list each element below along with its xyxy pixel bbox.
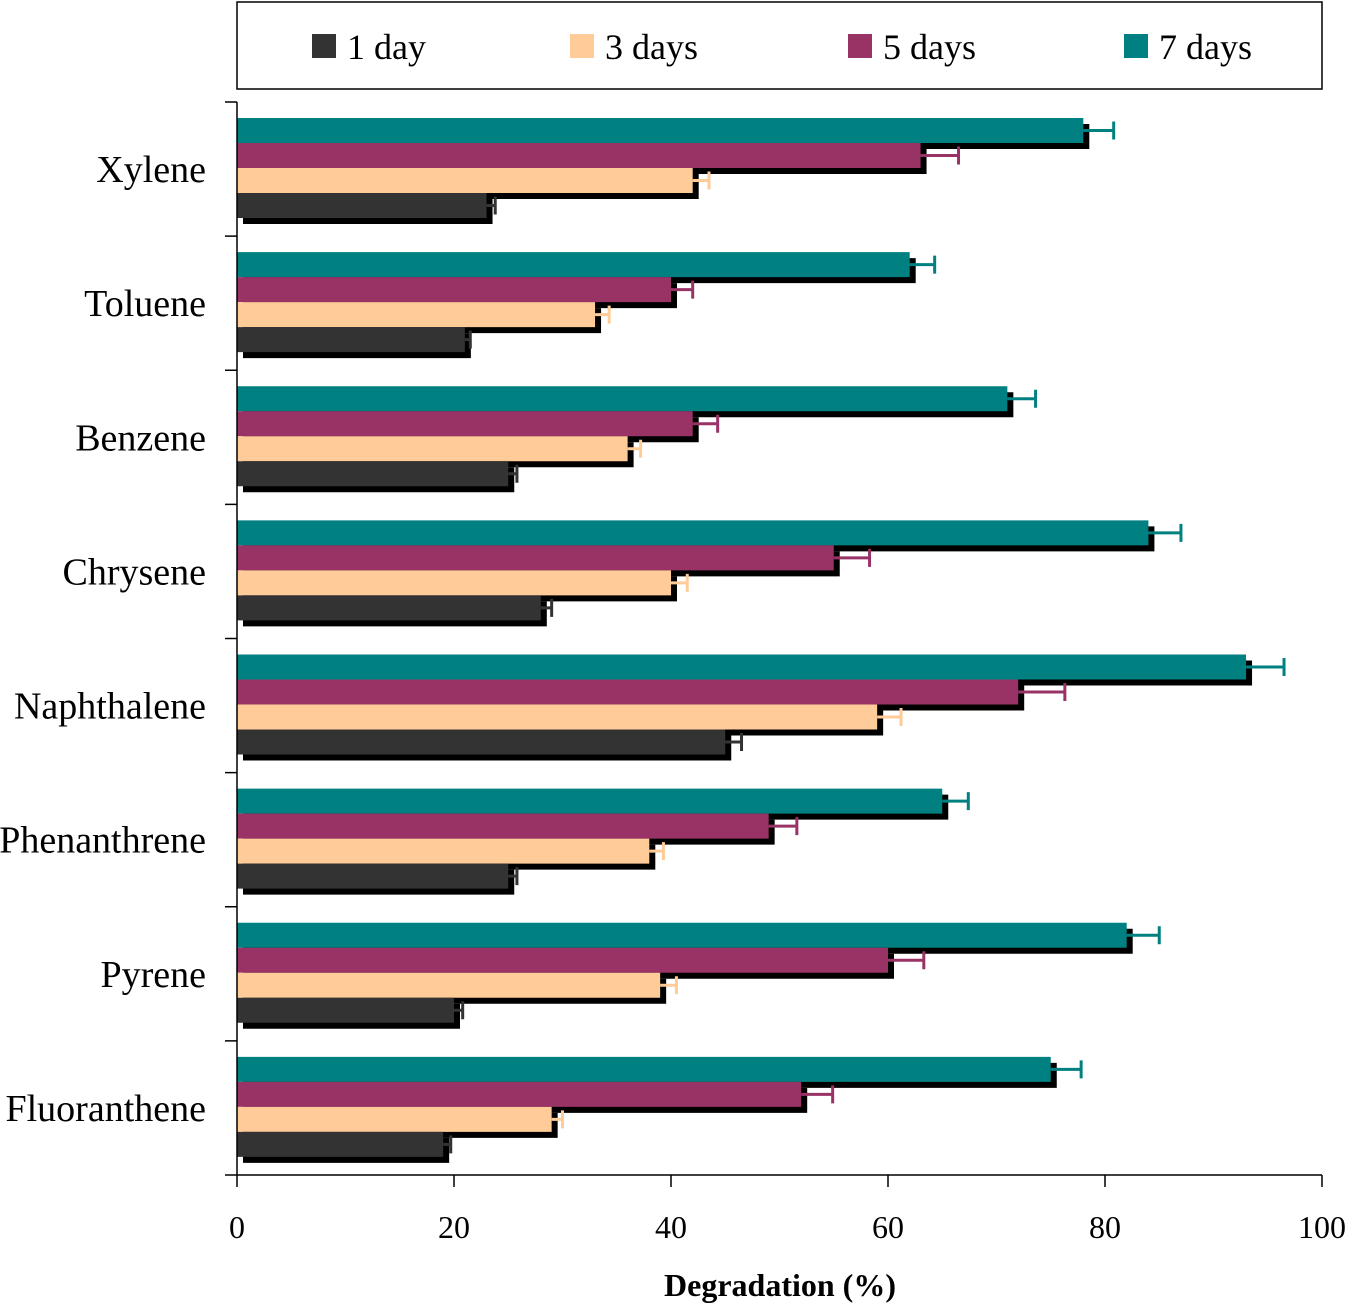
bar-phenanthrene-5-days (237, 813, 769, 839)
bar-xylene-7-days (237, 118, 1084, 143)
bar-xylene-1-day (237, 193, 487, 218)
bar-pyrene-1-day (237, 997, 454, 1023)
bar-toluene-1-day (237, 327, 465, 353)
bar-benzene-1-day (237, 461, 509, 487)
x-tick-label-0: 0 (229, 1209, 245, 1245)
legend-label-1-day: 1 day (347, 27, 426, 67)
x-tick-label-20: 20 (438, 1209, 470, 1245)
legend-label-7-days: 7 days (1159, 27, 1252, 67)
x-tick-label-60: 60 (872, 1209, 904, 1245)
bar-pyrene-3-days (237, 972, 661, 998)
category-label-pyrene: Pyrene (100, 954, 206, 996)
bar-pyrene-5-days (237, 947, 888, 973)
bar-chrysene-7-days (237, 520, 1149, 546)
category-label-phenanthrene: Phenanthrene (0, 820, 206, 862)
bar-naphthalene-3-days (237, 704, 878, 730)
category-label-fluoranthene: Fluoranthene (5, 1088, 206, 1130)
category-label-naphthalene: Naphthalene (14, 686, 206, 728)
bar-naphthalene-5-days (237, 679, 1019, 705)
legend-label-3-days: 3 days (605, 27, 698, 67)
bar-benzene-5-days (237, 411, 693, 437)
bar-toluene-7-days (237, 252, 910, 278)
bar-phenanthrene-1-day (237, 863, 509, 889)
bar-toluene-3-days (237, 302, 596, 328)
bar-chrysene-5-days (237, 545, 834, 571)
bar-naphthalene-1-day (237, 729, 726, 755)
bar-benzene-7-days (237, 386, 1008, 412)
bar-xylene-5-days (237, 143, 921, 168)
bar-fluoranthene-3-days (237, 1106, 552, 1132)
x-tick-label-40: 40 (655, 1209, 687, 1245)
x-tick-label-80: 80 (1089, 1209, 1121, 1245)
bar-naphthalene-7-days (237, 654, 1247, 680)
category-label-xylene: Xylene (96, 149, 206, 191)
bars-group (237, 118, 1286, 1163)
legend: 1 day 3 days 5 days 7 days (236, 1, 1323, 90)
bar-phenanthrene-7-days (237, 788, 943, 814)
bar-fluoranthene-5-days (237, 1081, 802, 1107)
x-axis-title: Degradation (%) (664, 1267, 896, 1303)
bar-toluene-5-days (237, 277, 671, 303)
legend-swatch-3-days (570, 34, 594, 58)
legend-swatch-1-day (312, 34, 336, 58)
bar-chrysene-1-day (237, 595, 541, 621)
legend-label-5-days: 5 days (883, 27, 976, 67)
category-label-chrysene: Chrysene (62, 551, 206, 593)
bar-pyrene-7-days (237, 922, 1127, 948)
axes-group: Xylene Toluene Benzene Chrysene Naphthalene P… (0, 101, 1346, 1245)
bar-phenanthrene-3-days (237, 838, 650, 864)
bar-fluoranthene-7-days (237, 1056, 1051, 1082)
category-label-toluene: Toluene (84, 283, 206, 325)
category-label-benzene: Benzene (75, 417, 206, 459)
legend-swatch-7-days (1124, 34, 1148, 58)
x-tick-label-100: 100 (1298, 1209, 1346, 1245)
legend-swatch-5-days (848, 34, 872, 58)
bar-fluoranthene-1-day (237, 1131, 444, 1157)
bar-xylene-3-days (237, 168, 693, 193)
bar-benzene-3-days (237, 436, 628, 462)
bar-chrysene-3-days (237, 570, 671, 596)
